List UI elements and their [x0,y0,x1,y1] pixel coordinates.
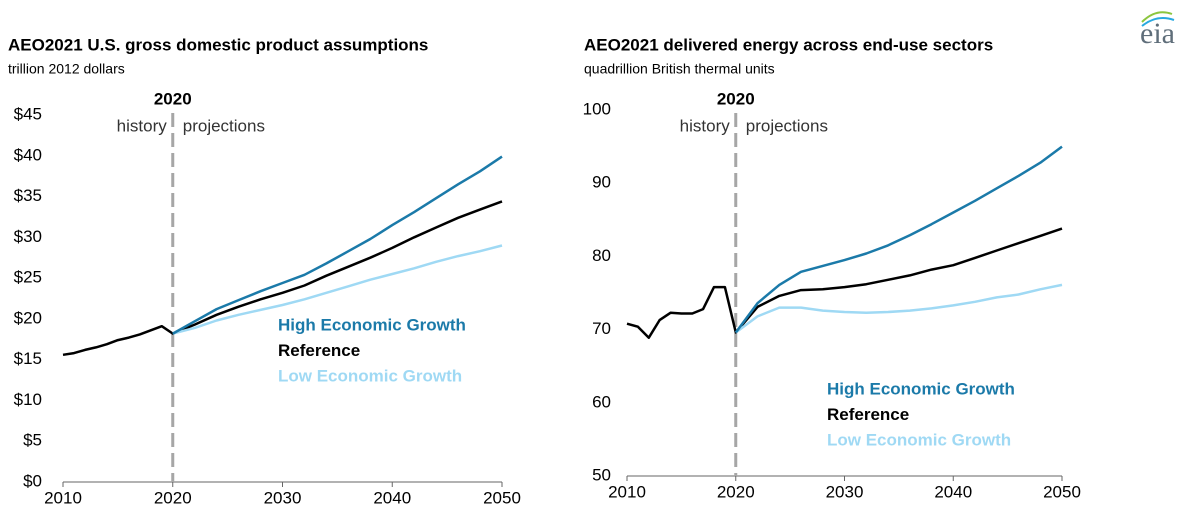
legend-label: Reference [278,341,360,360]
y-tick-label: $45 [14,104,42,123]
history-label: history [117,116,168,135]
chart-title: AEO2021 U.S. gross domestic product assu… [8,35,428,54]
y-tick-label: 80 [592,246,611,265]
y-tick-label: $10 [14,390,42,409]
logo-arc [1141,17,1175,27]
y-tick-label: $0 [23,471,42,490]
logo-arc [1141,11,1173,23]
series-line [62,200,503,357]
history-label: history [680,116,731,135]
legend-label: Low Economic Growth [827,430,1011,449]
divider-label: 2020 [154,89,192,108]
x-tick-label: 2030 [826,482,864,501]
x-tick-label: 2050 [1043,482,1081,501]
projections-label: projections [183,116,265,135]
legend-label: High Economic Growth [278,315,466,334]
projections-label: projections [746,116,828,135]
x-tick-label: 2030 [264,488,302,507]
chart-subtitle: trillion 2012 dollars [8,61,125,77]
x-tick-label: 2020 [154,488,192,507]
chart-subtitle: quadrillion British thermal units [584,61,775,77]
series-line [172,155,503,335]
series-line [626,227,1063,339]
y-tick-label: 70 [592,319,611,338]
y-tick-label: $25 [14,268,42,287]
chart: AEO2021 delivered energy across end-use … [583,35,1081,501]
logo-text: eia [1140,17,1175,50]
y-tick-label: $20 [14,308,42,327]
legend-label: Reference [827,405,909,424]
y-tick-label: $35 [14,186,42,205]
chart: AEO2021 U.S. gross domestic product assu… [8,35,521,507]
y-tick-label: $30 [14,227,42,246]
x-tick-label: 2020 [717,482,755,501]
logo: eia [1140,11,1175,50]
x-tick-label: 2040 [934,482,972,501]
divider-label: 2020 [717,89,755,108]
x-tick-label: 2010 [608,482,646,501]
series-line [734,145,1063,334]
legend-label: Low Economic Growth [278,366,462,385]
y-tick-label: $15 [14,349,42,368]
y-tick-label: 60 [592,392,611,411]
x-tick-label: 2050 [483,488,521,507]
y-tick-label: $40 [14,145,42,164]
y-tick-label: $5 [23,431,42,450]
x-tick-label: 2010 [44,488,82,507]
x-tick-label: 2040 [373,488,411,507]
series-line [735,283,1063,334]
y-tick-label: 50 [592,465,611,484]
chart-title: AEO2021 delivered energy across end-use … [584,35,993,54]
y-tick-label: 90 [592,173,611,192]
y-tick-label: 100 [583,99,611,118]
series-line [172,244,503,335]
legend-label: High Economic Growth [827,379,1015,398]
